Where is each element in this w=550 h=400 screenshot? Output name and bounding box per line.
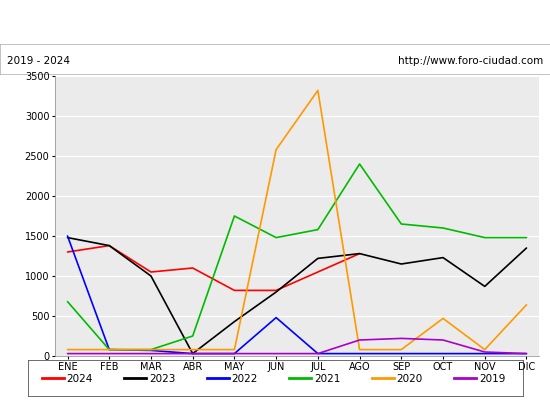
Text: 2024: 2024 xyxy=(67,374,92,384)
Text: Evolucion Nº Turistas Nacionales en el municipio de Llanars: Evolucion Nº Turistas Nacionales en el m… xyxy=(76,16,474,28)
Text: 2019: 2019 xyxy=(478,374,505,384)
Text: 2021: 2021 xyxy=(314,374,340,384)
Text: 2023: 2023 xyxy=(148,374,175,384)
Text: 2022: 2022 xyxy=(231,374,257,384)
Text: 2019 - 2024: 2019 - 2024 xyxy=(7,56,70,66)
Text: http://www.foro-ciudad.com: http://www.foro-ciudad.com xyxy=(398,56,543,66)
Text: 2020: 2020 xyxy=(396,374,422,384)
